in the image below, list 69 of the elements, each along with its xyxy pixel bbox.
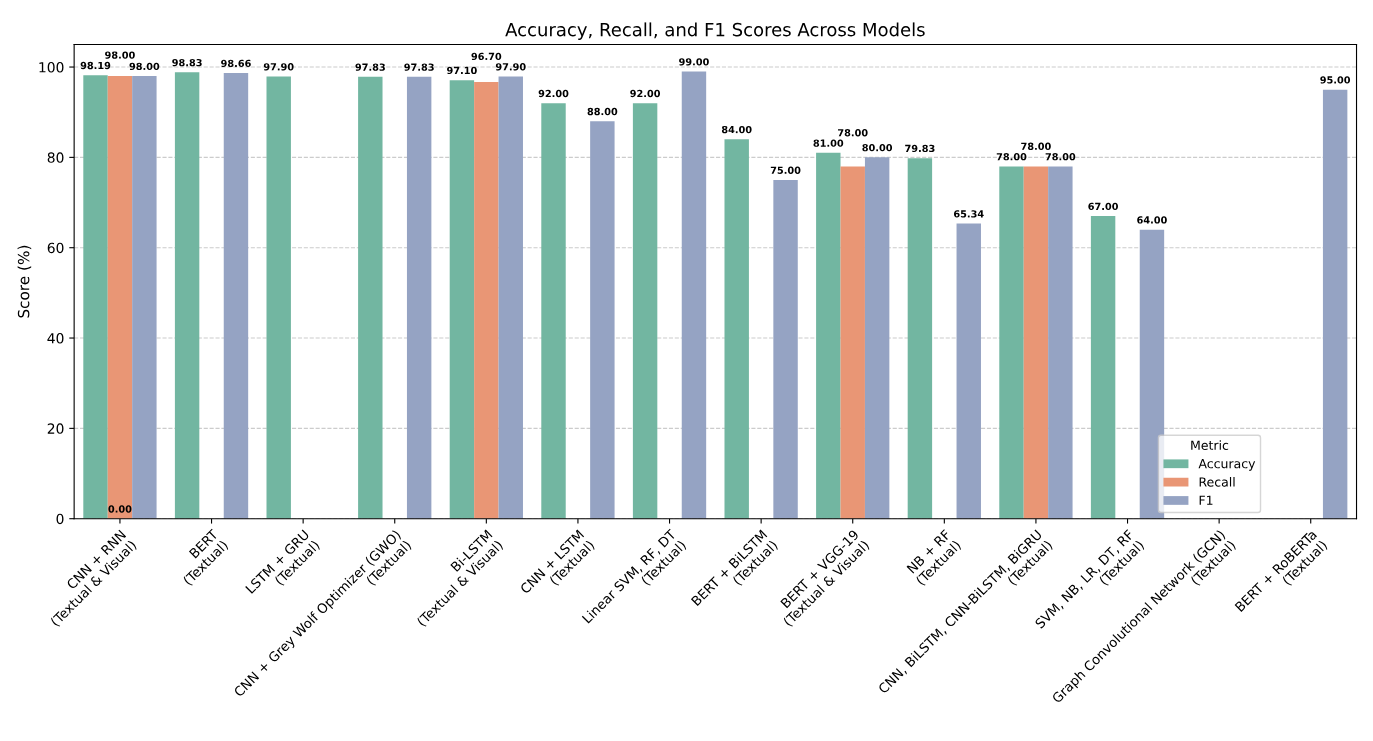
bar: [474, 81, 499, 519]
bar: [632, 103, 658, 519]
bar: [1048, 166, 1073, 519]
bar: [223, 73, 249, 519]
data-label: 78.00: [996, 153, 1027, 161]
bar: [773, 179, 798, 519]
data-label: 84.00: [721, 125, 752, 134]
legend-label: Recall: [1199, 477, 1235, 487]
y-tick-label: 60: [47, 242, 64, 254]
bar: [541, 103, 566, 519]
bar: [956, 223, 981, 519]
data-label: 98.66: [221, 59, 251, 68]
bar: [266, 76, 291, 519]
data-label: 92.00: [538, 89, 569, 98]
bar: [864, 157, 890, 519]
data-label: 65.34: [953, 210, 984, 218]
bar: [1139, 229, 1165, 519]
data-label: 98.00: [105, 51, 135, 59]
data-label: 95.00: [1320, 76, 1351, 84]
data-label: 75.00: [770, 166, 801, 174]
data-label: 78.00: [838, 129, 868, 137]
y-tick-label: 100: [39, 62, 64, 73]
data-label: 92.00: [630, 89, 661, 98]
legend-title: Metric: [1191, 440, 1229, 450]
y-axis-title: Score (%): [17, 245, 32, 318]
bar: [1090, 216, 1116, 519]
bar: [840, 166, 865, 519]
bar: [1322, 89, 1348, 519]
bar: [681, 71, 707, 519]
data-label: 98.83: [172, 58, 202, 67]
data-label: 97.10: [447, 66, 477, 75]
data-label: 97.90: [263, 63, 294, 71]
data-label: 81.00: [813, 139, 844, 147]
bar: [498, 76, 523, 519]
bar: [1023, 166, 1049, 519]
legend-label: Accuracy: [1198, 459, 1256, 471]
y-tick-label: 0: [56, 513, 64, 525]
data-label: 97.83: [355, 63, 385, 71]
annotation: 0.00: [108, 505, 132, 513]
data-label: 78.00: [1045, 153, 1076, 161]
data-label: 67.00: [1088, 202, 1119, 211]
bar: [83, 75, 108, 519]
data-label: 99.00: [679, 58, 709, 66]
y-tick-label: 20: [47, 423, 64, 434]
y-tick-label: 80: [47, 152, 64, 163]
bar: [816, 152, 841, 519]
y-tick-label: 40: [47, 333, 64, 344]
data-label: 98.00: [129, 62, 160, 71]
bar: [449, 80, 475, 519]
data-label: 80.00: [862, 143, 893, 152]
bar: [358, 76, 383, 519]
data-label: 79.83: [905, 144, 935, 153]
bar: [590, 121, 615, 519]
chart-title: Accuracy, Recall, and F1 Scores Across Models: [505, 22, 925, 40]
legend-label: F1: [1199, 495, 1213, 505]
data-label: 98.19: [80, 61, 111, 70]
data-label: 64.00: [1137, 216, 1167, 224]
bar: [107, 76, 133, 519]
bar: [907, 158, 933, 519]
data-label: 97.90: [495, 63, 526, 71]
data-label: 96.70: [471, 52, 502, 61]
bar: [406, 76, 432, 519]
bar: [132, 76, 157, 519]
bar: [724, 139, 749, 519]
data-label: 78.00: [1021, 142, 1051, 150]
data-label: 97.83: [404, 63, 434, 71]
data-label: 88.00: [587, 107, 618, 116]
bar: [999, 166, 1024, 519]
bar: [174, 72, 200, 519]
